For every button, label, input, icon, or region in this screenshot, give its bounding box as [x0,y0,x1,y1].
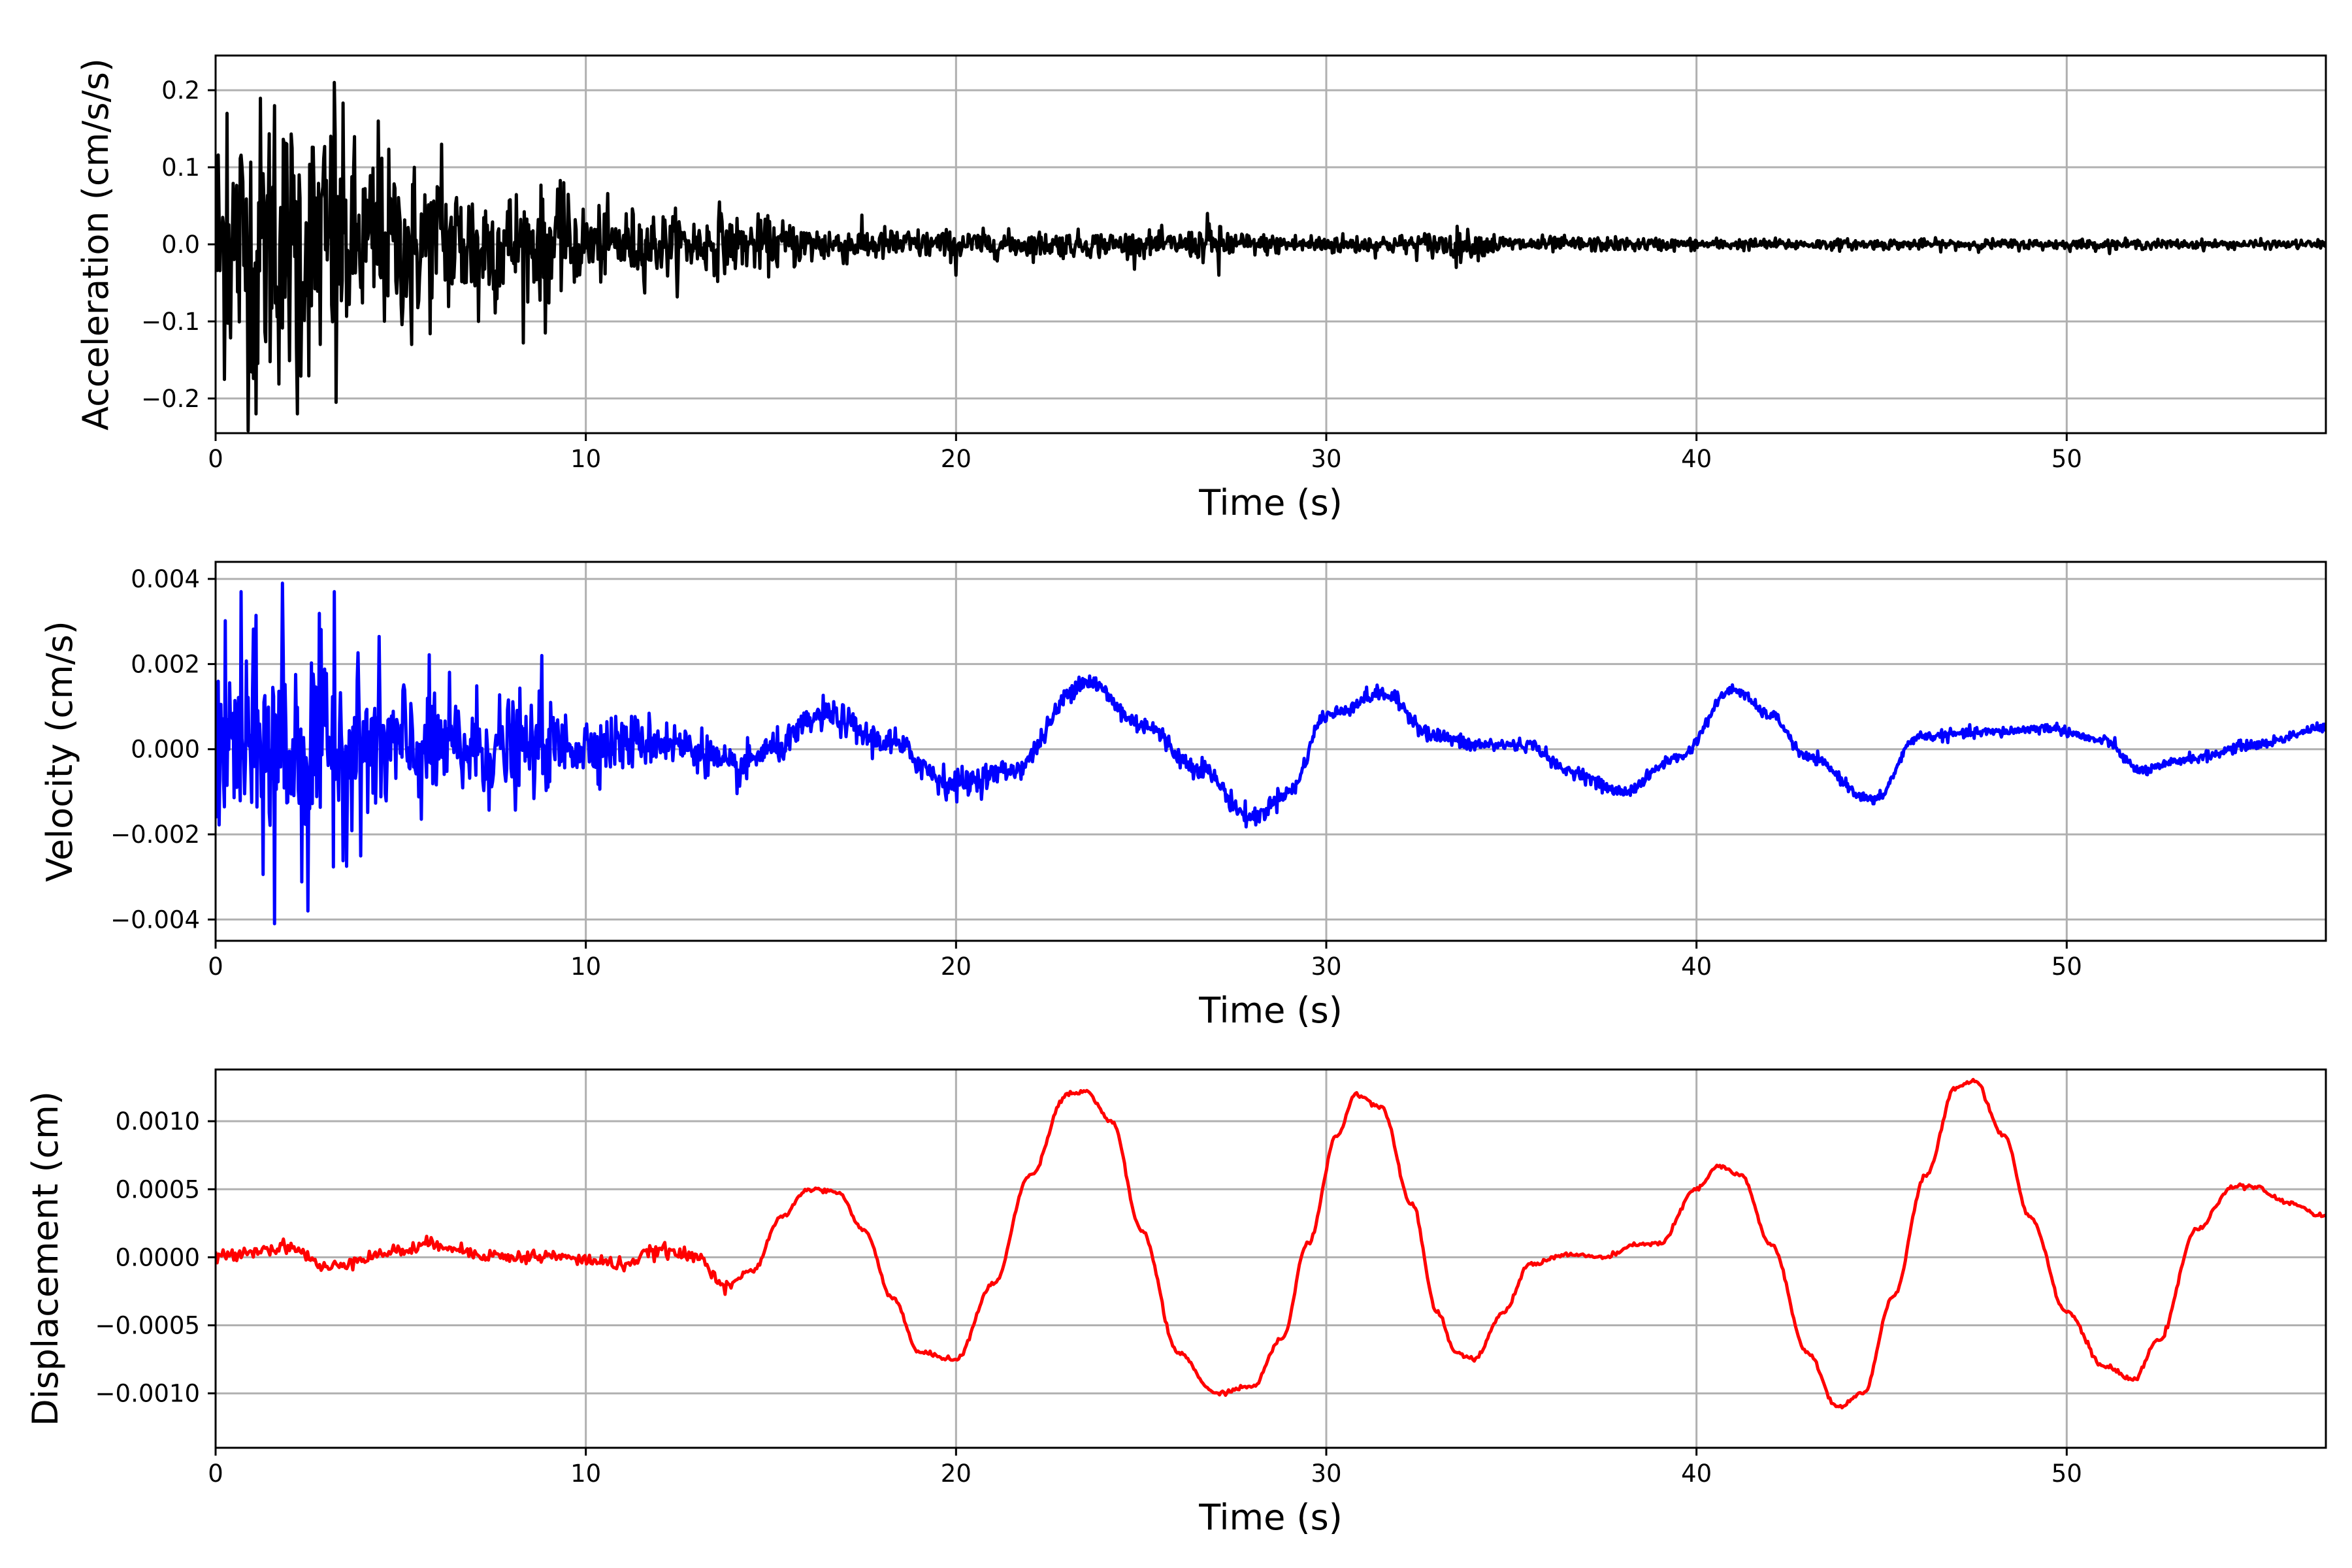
series-line-acceleration [216,80,2326,433]
x-tick-label: 10 [570,953,601,981]
x-tick-label: 30 [1311,953,1341,981]
y-tick-label: 0.0000 [116,1243,200,1271]
y-tick-label: −0.2 [141,385,200,413]
panel-acceleration: 0 10 20 30 40 50 −0.2 −0.1 0.0 0.1 0.2 Time (s) Acce… [75,54,2327,523]
y-tick-label: 0.0005 [116,1175,200,1203]
series-line-displacement [216,1077,2326,1410]
y-tick-label: −0.004 [110,906,200,934]
x-tick-label: 0 [208,445,223,473]
y-axis-label: Acceleration (cm/s/s) [75,58,116,431]
plot-frame [214,1068,2327,1449]
y-tick-label: 0.0010 [116,1107,200,1135]
x-tick-label: 0 [208,953,223,981]
y-tick-label: −0.002 [110,821,200,849]
y-axis-label: Velocity (cm/s) [39,621,80,882]
y-tick-label: 0.0 [161,231,200,259]
x-axis-label: Time (s) [1198,482,1343,523]
y-tick-label: 0.000 [131,736,200,764]
x-tick-label: 50 [2051,445,2082,473]
y-tick-label: −0.1 [141,308,200,336]
series-line-velocity [216,581,2326,926]
x-tick-label: 30 [1311,1460,1341,1488]
x-tick-label: 40 [1681,445,1712,473]
x-tick-label: 20 [941,1460,972,1488]
x-tick-label: 0 [208,1460,223,1488]
x-tick-label: 50 [2051,953,2082,981]
y-tick-label: −0.0010 [95,1380,200,1408]
x-tick-label: 50 [2051,1460,2082,1488]
panel-displacement: 0 10 20 30 40 50 −0.0010 −0.0005 0.0000 0.0005 0.0… [25,1068,2327,1538]
x-axis-label: Time (s) [1198,1497,1343,1538]
x-tick-label: 20 [941,953,972,981]
x-tick-label: 30 [1311,445,1341,473]
x-tick-label: 10 [570,445,601,473]
y-tick-label: 0.002 [131,650,200,678]
plot-frame [214,561,2327,942]
x-tick-label: 40 [1681,953,1712,981]
x-axis-label: Time (s) [1198,990,1343,1031]
y-tick-label: 0.004 [131,565,200,593]
y-tick-label: 0.1 [161,154,200,182]
x-tick-label: 40 [1681,1460,1712,1488]
y-axis-label: Displacement (cm) [25,1091,66,1426]
panel-velocity: 0 10 20 30 40 50 −0.004 −0.002 0.000 0.002 0.004 Ti… [39,561,2327,1031]
y-tick-label: 0.2 [161,76,200,105]
y-tick-label: −0.0005 [95,1312,200,1340]
x-tick-label: 10 [570,1460,601,1488]
x-tick-label: 20 [941,445,972,473]
